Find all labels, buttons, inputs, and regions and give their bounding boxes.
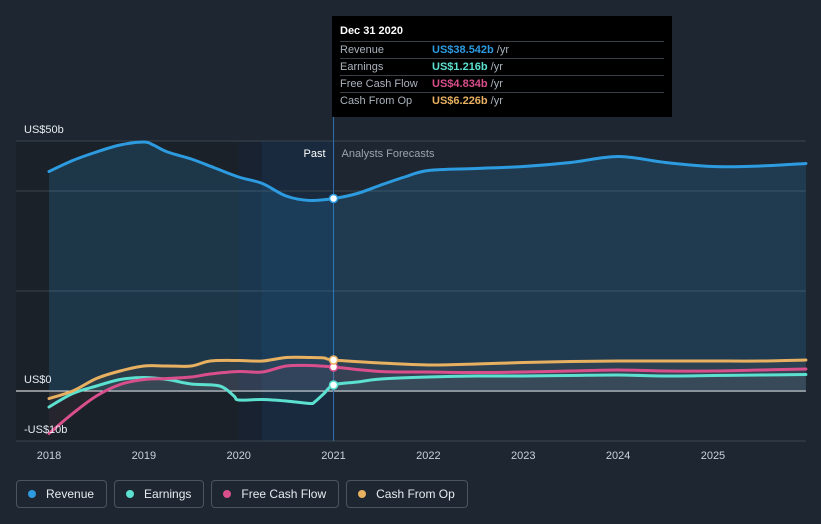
x-tick-label: 2025 <box>701 450 725 462</box>
forecast-label: Analysts Forecasts <box>342 148 435 160</box>
legend-label: Free Cash Flow <box>241 487 327 501</box>
tooltip-row-revenue: Revenue US$38.542b /yr <box>340 41 664 58</box>
tooltip-value: US$4.834b <box>432 78 488 90</box>
cash-from-op-line <box>47 355 808 400</box>
tooltip-label: Earnings <box>340 61 384 73</box>
revenue-marker <box>328 193 339 204</box>
x-tick-label: 2024 <box>606 450 630 462</box>
y-axis-label: US$0 <box>24 374 52 386</box>
earnings-marker <box>328 380 339 390</box>
x-tick-label: 2018 <box>37 450 61 462</box>
past-label: Past <box>304 148 326 160</box>
legend-item-revenue[interactable]: Revenue <box>16 480 108 508</box>
tooltip: Dec 31 2020 Revenue US$38.542b /yr Earni… <box>332 16 672 117</box>
legend-label: Revenue <box>46 487 95 501</box>
tooltip-value: US$6.226b <box>432 95 488 107</box>
free-cash-flow-line <box>47 363 808 435</box>
x-tick-label: 2022 <box>416 450 440 462</box>
tooltip-label: Revenue <box>340 44 385 56</box>
legend-label: Cash From Op <box>376 487 455 501</box>
x-tick-label: 2020 <box>226 450 250 462</box>
cash-from-op-marker <box>328 355 339 365</box>
x-tick-label: 2023 <box>511 450 535 462</box>
tooltip-date: Dec 31 2020 <box>340 25 403 37</box>
tooltip-row-cash-from-op: Cash From Op US$6.226b /yr <box>340 92 664 109</box>
legend-label: Earnings <box>144 487 192 501</box>
revenue-line <box>47 140 808 203</box>
tooltip-value: US$1.216b <box>432 61 488 73</box>
x-tick-label: 2021 <box>321 450 345 462</box>
revenue-area <box>49 142 806 391</box>
revenue-dot-icon <box>28 490 36 498</box>
tooltip-unit: /yr <box>490 95 503 107</box>
tooltip-label: Free Cash Flow <box>340 78 418 90</box>
tooltip-row-free-cash-flow: Free Cash Flow US$4.834b /yr <box>340 75 664 92</box>
tooltip-unit: /yr <box>490 78 503 90</box>
free-cash-flow-dot-icon <box>223 490 232 498</box>
tooltip-row-earnings: Earnings US$1.216b /yr <box>340 58 664 75</box>
free-cash-flow-area <box>49 365 806 434</box>
tooltip-unit: /yr <box>496 44 509 56</box>
earnings-dot-icon <box>126 490 135 498</box>
legend-item-free-cash-flow[interactable]: Free Cash Flow <box>211 480 340 508</box>
y-axis-label: US$50b <box>24 124 64 136</box>
y-axis-label: -US$10b <box>24 424 67 436</box>
legend-item-cash-from-op[interactable]: Cash From Op <box>346 480 468 508</box>
legend: Revenue Earnings Free Cash Flow Cash Fro… <box>16 480 468 508</box>
tooltip-value: US$38.542b <box>432 44 494 56</box>
tooltip-label: Cash From Op <box>340 95 413 107</box>
legend-item-earnings[interactable]: Earnings <box>114 480 205 508</box>
x-tick-label: 2019 <box>132 450 156 462</box>
tooltip-unit: /yr <box>490 61 503 73</box>
cash-from-op-dot-icon <box>358 490 367 498</box>
